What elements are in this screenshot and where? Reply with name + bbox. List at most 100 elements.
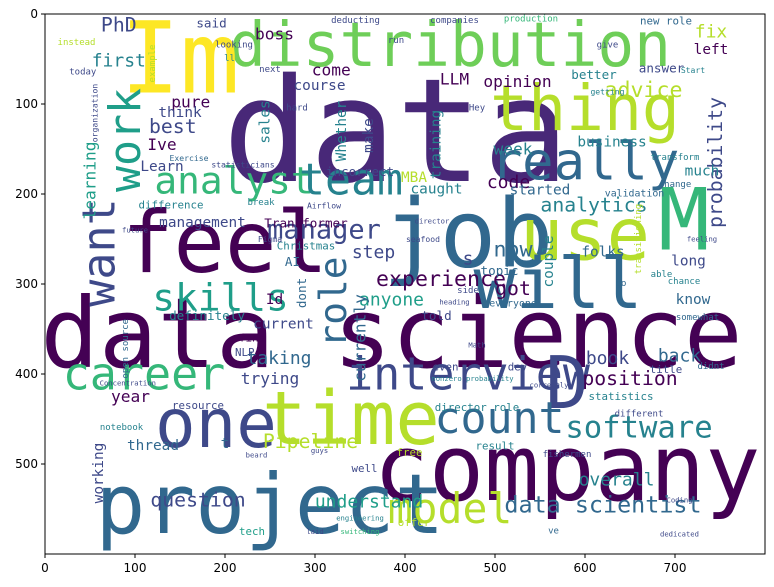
word: one	[155, 384, 277, 463]
word: pure	[171, 93, 210, 112]
word: new role	[640, 15, 692, 28]
word: s	[463, 248, 474, 269]
word: thing	[490, 72, 680, 145]
word: Christmas	[277, 240, 336, 253]
word: Ive	[147, 135, 176, 154]
word: beard	[246, 451, 268, 460]
word: example	[148, 45, 158, 83]
word: now	[493, 237, 532, 262]
word: open source	[121, 319, 131, 379]
x-tick-label: 400	[394, 561, 417, 575]
word: free	[396, 446, 422, 459]
word: Im	[120, 2, 239, 117]
word: year	[111, 387, 150, 406]
word: really	[491, 133, 680, 193]
word: team	[299, 156, 403, 206]
word: data	[223, 47, 570, 215]
word: next	[259, 65, 281, 75]
word: give	[597, 41, 619, 51]
word: Concentration	[100, 379, 156, 388]
word: PhD	[101, 13, 137, 36]
word: boss	[255, 24, 294, 43]
word: director role	[435, 401, 520, 414]
x-tick-label: 600	[574, 561, 597, 575]
word: chance	[668, 277, 701, 287]
word: question	[150, 489, 245, 512]
word: transitioning	[634, 204, 644, 274]
word: use	[520, 193, 650, 277]
x-tick-label: 500	[484, 561, 507, 575]
word: well	[351, 462, 377, 475]
word: AI	[285, 254, 300, 269]
word: said	[196, 16, 226, 31]
word: answer	[639, 61, 685, 76]
word: advice	[604, 78, 682, 103]
word: getting	[590, 86, 624, 96]
word: caught	[411, 182, 463, 198]
word: didnt	[697, 362, 724, 372]
y-tick-label: 300	[15, 277, 38, 291]
word: will	[473, 243, 642, 325]
word: book	[586, 348, 630, 369]
word: incorrect	[326, 164, 394, 179]
word: guys	[311, 446, 328, 455]
word: go	[616, 279, 627, 289]
word: switching	[341, 527, 380, 536]
word: manager	[267, 215, 381, 246]
word: Whether	[334, 100, 350, 161]
word: offer	[398, 516, 431, 529]
word: currently	[351, 294, 370, 382]
word: break	[247, 198, 275, 208]
word: understand	[315, 491, 423, 512]
word: want	[73, 198, 126, 306]
word: trying	[241, 369, 299, 388]
word: feel	[122, 194, 328, 293]
word: management	[159, 215, 246, 231]
y-tick-label: 400	[15, 367, 38, 381]
word: opinion	[483, 72, 551, 91]
word: experience	[376, 267, 506, 292]
word: transform	[651, 153, 700, 163]
word: working	[91, 443, 107, 504]
word: LLM	[440, 69, 469, 88]
word: sales	[258, 100, 274, 143]
word: analytics	[540, 193, 647, 216]
word: company	[374, 415, 761, 522]
word: Exercise	[170, 153, 209, 163]
word: training	[429, 110, 445, 179]
word: difference	[138, 198, 203, 211]
word: nonzero probability	[431, 374, 514, 383]
word: statisticians	[211, 159, 274, 169]
word: Hey	[469, 104, 486, 114]
word: know	[676, 292, 711, 308]
word: NLP	[235, 346, 255, 359]
word: career	[63, 348, 226, 401]
word: project	[96, 456, 445, 553]
word: told	[421, 308, 451, 323]
word: laid	[306, 527, 323, 536]
word: best	[149, 115, 197, 138]
word: correctly	[530, 380, 570, 389]
word: everyone	[489, 298, 537, 309]
word: feeling	[687, 235, 717, 244]
word: Math	[468, 341, 485, 350]
word: future	[122, 226, 148, 235]
word: probability	[704, 97, 727, 228]
word: dedicated	[660, 530, 699, 539]
word: Learn	[140, 159, 183, 175]
word: ve	[548, 527, 559, 537]
word: course	[294, 78, 346, 94]
word: fix	[695, 22, 728, 43]
word: Start	[681, 65, 705, 75]
word: Airflow	[307, 201, 341, 211]
word: different	[615, 410, 664, 420]
word: data scientist	[504, 491, 701, 519]
word: couple	[541, 236, 557, 288]
x-tick-label: 300	[304, 561, 327, 575]
word: hard	[286, 104, 308, 114]
word: current	[253, 317, 314, 333]
word: looking	[215, 41, 253, 51]
word: first	[92, 50, 146, 71]
